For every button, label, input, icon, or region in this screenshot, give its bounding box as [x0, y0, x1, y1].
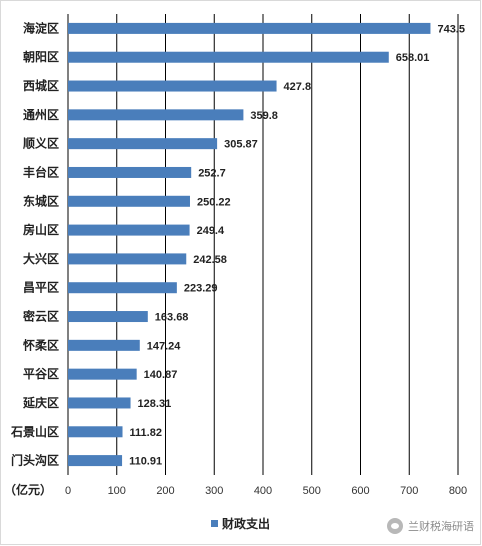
data-label: 140.87	[144, 369, 178, 381]
category-label: 西城区	[23, 78, 59, 93]
wechat-icon	[387, 518, 403, 534]
category-label: 丰台区	[23, 164, 59, 179]
axis-unit-label: （亿元）	[4, 482, 52, 497]
data-label: 427.8	[284, 81, 312, 93]
bar	[68, 224, 190, 236]
x-tick-label: 300	[205, 485, 223, 497]
bar	[68, 253, 187, 265]
category-label: 延庆区	[22, 395, 59, 410]
category-label: 房山区	[23, 222, 59, 237]
bar	[68, 368, 137, 380]
category-label: 平谷区	[23, 366, 59, 381]
legend: 财政支出	[211, 516, 270, 531]
data-label: 147.24	[147, 340, 182, 352]
bar	[68, 195, 190, 207]
category-label: 朝阳区	[23, 49, 59, 64]
bar	[68, 282, 177, 294]
category-label: 门头沟区	[11, 453, 59, 468]
bar	[68, 455, 123, 467]
data-label: 249.4	[197, 225, 225, 237]
category-label: 东城区	[23, 193, 59, 208]
data-label: 242.58	[193, 254, 227, 266]
category-label: 怀柔区	[23, 337, 59, 352]
category-label: 密云区	[23, 309, 59, 324]
bar	[68, 426, 123, 438]
x-tick-labels: 0 100 200 300 400 500 600 700 800	[65, 485, 467, 497]
data-label: 128.31	[138, 398, 172, 410]
x-tick-label: 700	[400, 485, 418, 497]
x-tick-label: 600	[351, 485, 369, 497]
data-label: 658.01	[396, 52, 430, 64]
bar	[68, 311, 148, 323]
x-tick-label: 200	[156, 485, 174, 497]
x-tick-label: 0	[65, 485, 71, 497]
bar	[68, 51, 389, 63]
data-label: 111.82	[130, 427, 162, 439]
data-label: 163.68	[155, 312, 189, 324]
category-label: 海淀区	[23, 20, 59, 35]
category-labels: 海淀区朝阳区西城区通州区顺义区丰台区东城区房山区大兴区昌平区密云区怀柔区平谷区延…	[10, 20, 59, 467]
bar	[68, 109, 244, 121]
legend-label: 财政支出	[221, 516, 270, 531]
data-label: 250.22	[197, 196, 231, 208]
data-label: 305.87	[224, 139, 258, 151]
x-tick-label: 500	[303, 485, 321, 497]
x-tick-label: 100	[108, 485, 126, 497]
bar	[68, 22, 431, 34]
data-label: 223.29	[184, 283, 218, 295]
bars	[68, 22, 431, 467]
bar	[68, 166, 192, 178]
data-label: 252.7	[198, 167, 226, 179]
data-labels: 743.5 658.01 427.8 359.8 305.87 252.7 250.22 24…	[129, 23, 465, 467]
category-label: 大兴区	[23, 251, 59, 266]
x-tick-label: 400	[254, 485, 272, 497]
watermark: 兰财税海研语	[387, 516, 474, 536]
x-tick-label: 800	[449, 485, 467, 497]
watermark-text: 兰财税海研语	[408, 520, 474, 533]
data-label: 359.8	[250, 110, 278, 122]
category-label: 昌平区	[23, 281, 59, 295]
data-label: 743.5	[437, 23, 465, 35]
data-label: 110.91	[129, 456, 162, 468]
bar	[68, 80, 277, 92]
bar	[68, 339, 140, 351]
bar	[68, 138, 218, 150]
category-label: 顺义区	[23, 136, 59, 151]
legend-swatch	[211, 520, 218, 527]
category-label: 石景山区	[10, 424, 59, 439]
category-label: 通州区	[23, 107, 59, 122]
bar	[68, 397, 131, 409]
